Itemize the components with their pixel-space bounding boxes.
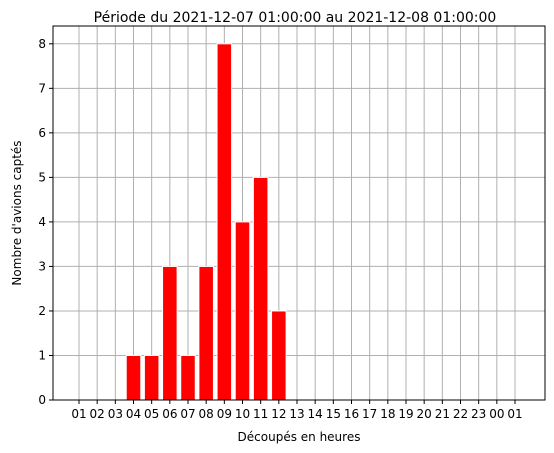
bar-7	[198, 265, 214, 401]
x-tick-label-8: 09	[217, 407, 232, 421]
y-axis-ticks: 0 1 2 3 4 5 6 7 8	[38, 37, 53, 407]
bar-6	[180, 354, 196, 401]
x-tick-label-19: 20	[417, 407, 432, 421]
y-tick-label-2: 2	[38, 304, 46, 318]
x-tick-label-11: 12	[271, 407, 286, 421]
y-tick-label-0: 0	[38, 393, 46, 407]
y-tick-label-1: 1	[38, 348, 46, 362]
chart-title: Période du 2021-12-07 01:00:00 au 2021-1…	[94, 10, 497, 26]
x-tick-label-1: 02	[90, 407, 105, 421]
x-tick-label-6: 07	[180, 407, 195, 421]
x-tick-label-15: 16	[344, 407, 359, 421]
x-tick-label-24: 01	[507, 407, 522, 421]
x-tick-label-7: 08	[199, 407, 214, 421]
x-tick-label-9: 10	[235, 407, 250, 421]
bar-4	[143, 354, 160, 401]
y-tick-label-5: 5	[38, 170, 46, 184]
x-tick-label-16: 17	[362, 407, 377, 421]
bar-9	[234, 221, 251, 401]
y-tick-label-8: 8	[38, 37, 46, 51]
x-tick-label-10: 11	[253, 407, 268, 421]
x-tick-label-13: 14	[308, 407, 323, 421]
x-tick-label-23: 00	[489, 407, 504, 421]
y-tick-label-7: 7	[38, 81, 46, 95]
bar-11	[271, 310, 287, 401]
x-axis-label: Découpés en heures	[238, 430, 361, 444]
x-tick-label-0: 01	[71, 407, 86, 421]
x-tick-label-20: 21	[435, 407, 450, 421]
y-tick-label-4: 4	[38, 215, 46, 229]
x-tick-label-18: 19	[398, 407, 413, 421]
bar-3	[125, 354, 142, 401]
x-tick-label-2: 03	[108, 407, 123, 421]
y-tick-label-6: 6	[38, 126, 46, 140]
plot-frame	[52, 25, 546, 401]
bar-5	[162, 265, 178, 401]
x-tick-label-12: 13	[289, 407, 304, 421]
bar-8	[216, 43, 233, 401]
bars	[125, 43, 287, 401]
x-tick-label-21: 22	[453, 407, 468, 421]
y-tick-label-3: 3	[38, 259, 46, 273]
x-axis-ticks: 01 02 03 04 05 06 07 08 09 10 11 12 13 14 15 16 17 18 19 20…	[71, 400, 523, 421]
x-tick-label-22: 23	[471, 407, 486, 421]
x-tick-label-14: 15	[326, 407, 341, 421]
y-axis-label: Nombre d'avions captés	[10, 140, 24, 285]
x-tick-label-4: 05	[144, 407, 159, 421]
x-tick-label-3: 04	[126, 407, 141, 421]
x-tick-label-5: 06	[162, 407, 177, 421]
x-tick-label-17: 18	[380, 407, 395, 421]
bar-10	[252, 176, 269, 401]
